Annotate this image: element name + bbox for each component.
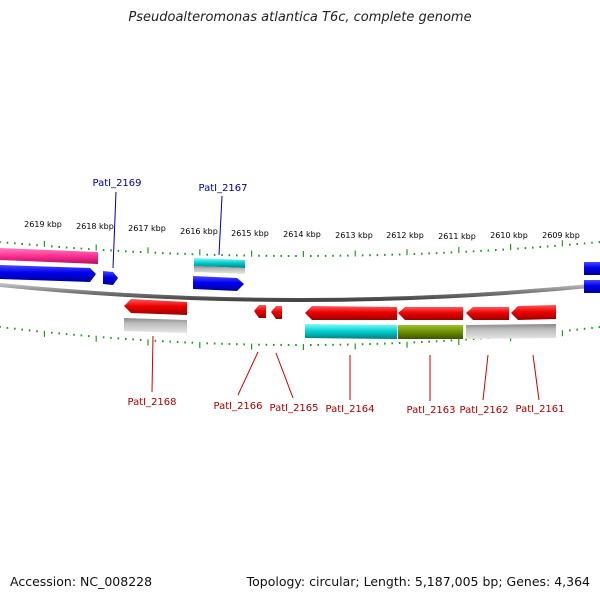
callout-line-patl-2166	[237, 351, 259, 396]
callout-line-patl-2168	[151, 335, 154, 393]
scale-label-2614: 2614 kbp	[283, 230, 321, 239]
scale-label-2618: 2618 kbp	[76, 222, 114, 231]
callout-line-patl-2162	[482, 354, 489, 401]
callout-line-patl-2161	[532, 354, 540, 401]
gene-label-patl-2168[interactable]: PatI_2168	[127, 397, 176, 408]
scale-label-2609: 2609 kbp	[542, 231, 580, 240]
gene-patl-2168-gray[interactable]	[124, 318, 187, 333]
scale-label-2617: 2617 kbp	[128, 224, 166, 233]
gene-pink-upper[interactable]	[0, 248, 98, 264]
gene-patl-2167-gray[interactable]	[194, 266, 245, 274]
scale-label-2615: 2615 kbp	[231, 229, 269, 238]
gene-label-patl-2161[interactable]: PatI_2161	[515, 404, 564, 415]
scale-label-2616: 2616 kbp	[180, 227, 218, 236]
gene-patl-2163[interactable]	[398, 307, 463, 320]
gene-label-patl-2169[interactable]: PatI_2169	[92, 178, 141, 189]
gene-label-patl-2164[interactable]: PatI_2164	[325, 404, 374, 415]
upper-tick-track	[0, 240, 600, 257]
gene-patl-2169[interactable]	[103, 271, 118, 285]
gene-label-patl-2166[interactable]: PatI_2166	[213, 401, 262, 412]
callout-line-patl-2165	[275, 352, 294, 399]
gene-label-patl-2165[interactable]: PatI_2165	[269, 403, 318, 414]
genome-backbone	[0, 283, 600, 302]
gene-patl-2168[interactable]	[124, 299, 187, 315]
genome-summary-text: Topology: circular; Length: 5,187,005 bp…	[246, 574, 590, 589]
gene-patl-2162[interactable]	[466, 307, 509, 320]
scale-label-2613: 2613 kbp	[335, 231, 373, 240]
gene-forward-right-a[interactable]	[584, 262, 600, 275]
gene-patl-2167-cyan[interactable]	[194, 258, 245, 268]
scale-label-2612: 2612 kbp	[386, 231, 424, 240]
callout-line-patl-2169	[112, 191, 117, 269]
scale-label-2610: 2610 kbp	[490, 231, 528, 240]
map-title: Pseudoalteromonas atlantica T6c, complet…	[128, 10, 472, 25]
gene-patl-2164-cyan[interactable]	[305, 324, 397, 339]
gene-forward-left[interactable]	[0, 265, 96, 282]
gene-patl-2167[interactable]	[193, 276, 244, 291]
gene-patl-2162-2161-gray[interactable]	[466, 324, 556, 339]
gene-patl-2166[interactable]	[254, 305, 266, 318]
gene-forward-right-b[interactable]	[584, 280, 600, 293]
gene-patl-2161[interactable]	[511, 305, 556, 320]
gene-label-patl-2162[interactable]: PatI_2162	[459, 405, 508, 416]
gene-label-patl-2163[interactable]: PatI_2163	[406, 405, 455, 416]
accession-text: Accession: NC_008228	[10, 574, 153, 589]
gene-patl-2164[interactable]	[305, 306, 397, 320]
gene-label-patl-2167[interactable]: PatI_2167	[198, 183, 247, 194]
scale-label-2611: 2611 kbp	[438, 232, 476, 241]
scale-label-2619: 2619 kbp	[24, 220, 62, 229]
gene-patl-2163-olive[interactable]	[398, 325, 463, 339]
callout-line-patl-2167	[218, 195, 223, 256]
gene-patl-2165[interactable]	[271, 306, 282, 319]
